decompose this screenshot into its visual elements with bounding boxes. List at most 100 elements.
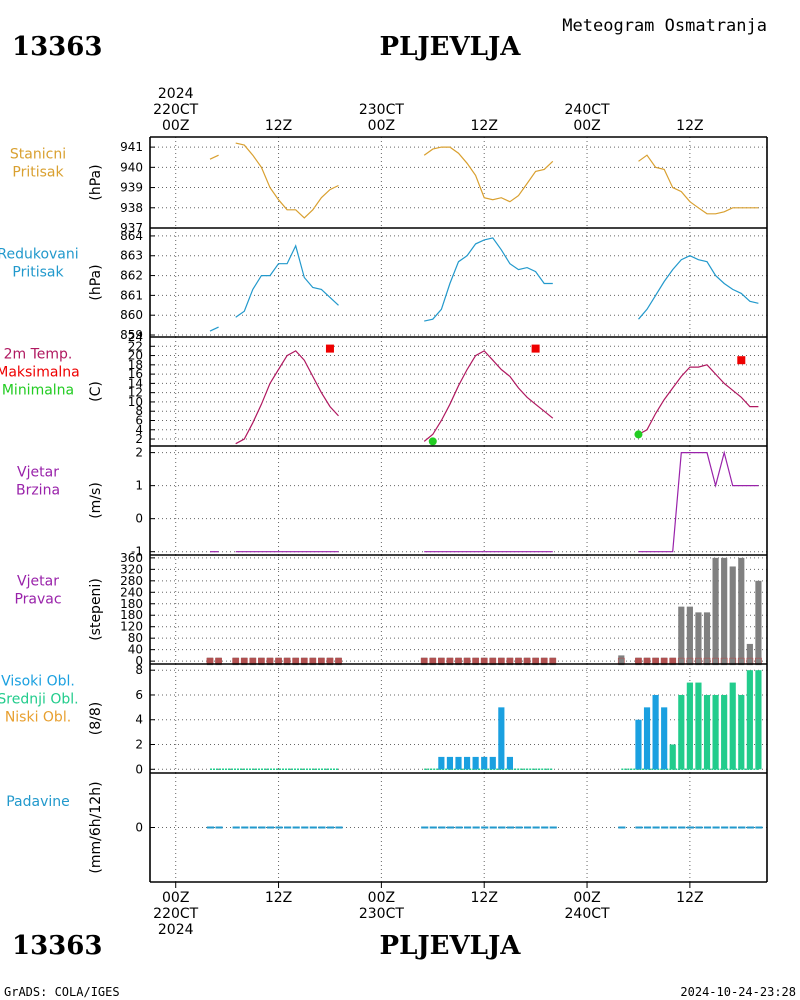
max-temp-marker xyxy=(325,344,334,353)
precip-bar xyxy=(643,826,652,829)
precip-bar xyxy=(755,826,763,829)
time-tick-label: 12Z xyxy=(676,118,703,134)
series-line xyxy=(209,326,219,332)
direction-bar xyxy=(686,606,693,666)
cloud-bar-high xyxy=(635,719,642,770)
precip-bar xyxy=(335,826,343,829)
station-name-bottom: PLJEVLJA xyxy=(380,931,522,961)
series-line xyxy=(423,146,554,203)
direction-bar xyxy=(746,643,753,666)
ytick-label: 20 xyxy=(128,349,143,363)
time-tick-label: 00Z xyxy=(162,890,189,906)
ytick-label: 1 xyxy=(135,479,143,493)
direction-bar xyxy=(695,612,702,666)
precip-bar xyxy=(721,826,729,829)
precip-bar xyxy=(515,826,523,829)
precip-bar xyxy=(618,826,626,829)
ytick-label: 180 xyxy=(120,608,143,622)
precip-bar xyxy=(635,826,643,829)
panel-label: Brzina xyxy=(16,483,60,499)
ytick-label: 940 xyxy=(120,160,143,174)
chart-title: Meteogram Osmatranja xyxy=(562,16,767,36)
panel-label: Vjetar xyxy=(17,465,59,481)
ytick-label: 6 xyxy=(135,688,143,702)
precip-bar xyxy=(309,826,317,829)
max-temp-marker xyxy=(737,356,746,365)
time-tick-label: 220CT xyxy=(153,102,198,118)
precip-bar xyxy=(284,826,292,829)
ytick-label: 280 xyxy=(120,574,143,588)
cloud-bar-mid xyxy=(703,694,711,770)
cloud-bar-mid xyxy=(729,682,736,770)
ytick-label: 4 xyxy=(135,713,143,727)
series-line xyxy=(638,364,759,435)
ytick-label: 12 xyxy=(128,386,143,400)
direction-bar xyxy=(721,557,728,666)
cloud-bar-high xyxy=(661,707,668,770)
precip-bar xyxy=(472,826,480,829)
precip-bar xyxy=(421,826,429,829)
ytick-label: 0 xyxy=(135,762,143,776)
panel-label: Niski Obl. xyxy=(5,710,71,726)
precip-bar xyxy=(301,826,309,829)
panel-label: Maksimalna xyxy=(0,365,80,381)
precip-bar xyxy=(258,826,266,829)
panel-label: Vjetar xyxy=(17,574,59,590)
precip-bar xyxy=(678,826,686,829)
time-tick-label: 230CT xyxy=(359,102,404,118)
precip-bar xyxy=(549,826,557,829)
precip-bar xyxy=(729,826,737,829)
precip-bar xyxy=(455,826,463,829)
precip-bar xyxy=(652,826,660,829)
cloud-bar-high xyxy=(652,694,659,770)
series-line xyxy=(209,154,219,160)
precip-bar xyxy=(215,826,223,829)
cloud-bar-mid xyxy=(678,694,685,770)
cloud-bar-high xyxy=(506,756,514,770)
unit-label: (C) xyxy=(88,381,104,402)
cloud-bar-high xyxy=(498,707,505,770)
panel-label: Minimalna xyxy=(2,383,74,399)
precip-bar xyxy=(489,826,497,829)
ytick-label: 6 xyxy=(135,413,143,427)
ytick-label: 0 xyxy=(135,654,143,668)
cloud-bar-high xyxy=(643,707,651,770)
time-tick-label: 00Z xyxy=(573,118,600,134)
precip-bar xyxy=(275,826,283,829)
unit-label: (mm/6h/12h) xyxy=(88,781,104,873)
cloud-bar-mid xyxy=(746,670,753,770)
cloud-bar-mid xyxy=(669,744,676,770)
series-line xyxy=(235,350,339,445)
cloud-bar-mid xyxy=(755,670,762,770)
ytick-label: 8 xyxy=(135,404,143,418)
ytick-label: 937 xyxy=(120,221,143,235)
station-id-bottom: 13363 xyxy=(12,931,102,961)
credits: GrADS: COLA/IGES xyxy=(4,985,120,999)
min-temp-marker xyxy=(428,437,437,446)
panel-wind_speed: -1 0 1 2 Vjetar Brzina (m/s) xyxy=(16,446,767,559)
panel-label: Srednji Obl. xyxy=(0,692,79,708)
precip-bar xyxy=(695,826,703,829)
precip-bar xyxy=(523,826,532,829)
precip-bar xyxy=(266,826,275,829)
series-line xyxy=(638,154,759,215)
unit-label: (m/s) xyxy=(88,482,104,519)
precip-bar xyxy=(326,826,335,829)
time-tick-label: 00Z xyxy=(162,118,189,134)
panel-label: Stanicni xyxy=(10,147,66,163)
precip-bar xyxy=(738,826,746,829)
min-temp-marker xyxy=(634,430,643,439)
series-line xyxy=(235,244,339,318)
timestamp: 2024-10-24-23:28 xyxy=(680,985,796,999)
time-tick-label: 220CT xyxy=(153,906,198,922)
ytick-label: 2 xyxy=(135,432,143,446)
ytick-label: 18 xyxy=(128,358,143,372)
cloud-bar-high xyxy=(446,756,454,770)
precip-bar xyxy=(712,826,720,829)
cloud-bar-mid xyxy=(721,694,728,770)
ytick-label: 240 xyxy=(120,585,143,599)
unit-label: (hPa) xyxy=(88,164,104,200)
cloud-bar-high xyxy=(455,756,462,770)
precip-bar xyxy=(669,826,677,829)
time-tick-label: 00Z xyxy=(368,890,395,906)
